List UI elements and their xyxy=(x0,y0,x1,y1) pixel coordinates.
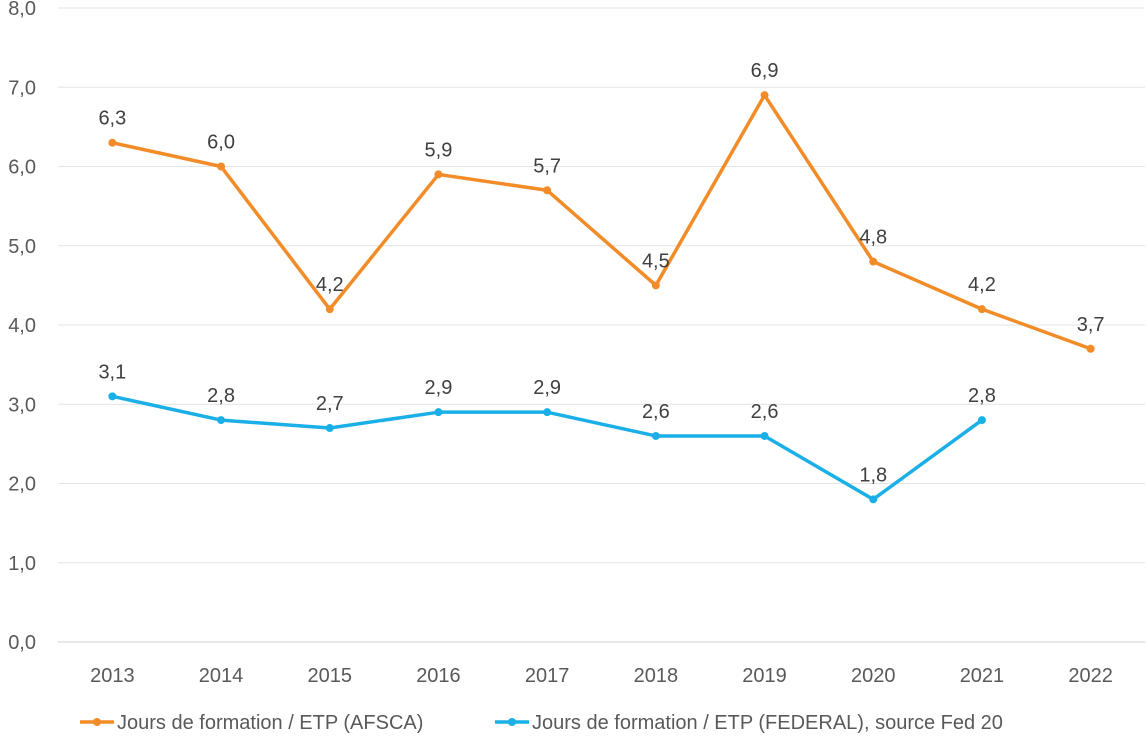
y-tick-label: 5,0 xyxy=(8,236,36,258)
y-tick-label: 3,0 xyxy=(8,394,36,416)
data-point xyxy=(217,162,226,171)
data-label: 5,9 xyxy=(425,139,453,161)
data-point xyxy=(543,186,552,195)
legend-entry-label: Jours de formation / ETP (AFSCA) xyxy=(117,712,423,734)
data-point xyxy=(325,424,334,433)
data-point xyxy=(543,408,552,417)
x-tick-label: 2018 xyxy=(634,665,679,687)
legend-entry-label: Jours de formation / ETP (FEDERAL), sour… xyxy=(532,712,1003,734)
data-label: 1,8 xyxy=(859,464,887,486)
data-point xyxy=(1086,344,1095,353)
data-point xyxy=(869,257,878,266)
x-tick-label: 2017 xyxy=(525,665,570,687)
data-label: 2,8 xyxy=(207,385,235,407)
data-point xyxy=(325,305,334,314)
y-tick-label: 2,0 xyxy=(8,474,36,496)
y-axis-ticks: 0,0 1,0 2,0 3,0 4,0 5,0 6,0 7,0 8,0 xyxy=(8,0,36,654)
data-label: 4,5 xyxy=(642,250,670,272)
data-point xyxy=(434,408,443,417)
data-point xyxy=(651,431,660,440)
gridlines xyxy=(58,7,1145,643)
data-label: 2,7 xyxy=(316,393,344,415)
data-point xyxy=(651,281,660,290)
series-lines xyxy=(108,91,1095,504)
y-tick-label: 6,0 xyxy=(8,157,36,179)
x-tick-label: 2019 xyxy=(742,665,787,687)
legend-swatch-marker xyxy=(93,718,101,726)
y-tick-label: 0,0 xyxy=(8,632,36,654)
series-line-1 xyxy=(110,93,1093,351)
x-tick-label: 2021 xyxy=(960,665,1005,687)
data-labels: 6,3 6,0 4,2 5,9 5,7 4,5 6,9 4,8 4,2 3,7 3,1 2,8 2,7 2… xyxy=(98,60,1104,486)
x-tick-label: 2020 xyxy=(851,665,896,687)
x-tick-label: 2013 xyxy=(90,665,135,687)
y-tick-label: 7,0 xyxy=(8,77,36,99)
legend-swatch-marker xyxy=(508,718,516,726)
x-tick-label: 2022 xyxy=(1068,665,1113,687)
data-point xyxy=(760,91,769,100)
data-point xyxy=(977,305,986,314)
y-tick-label: 8,0 xyxy=(8,0,36,20)
data-label: 4,2 xyxy=(316,274,344,296)
y-tick-label: 1,0 xyxy=(8,553,36,575)
data-label: 6,0 xyxy=(207,132,235,154)
data-point xyxy=(977,416,986,425)
x-tick-label: 2016 xyxy=(416,665,461,687)
data-label: 2,6 xyxy=(642,401,670,423)
data-label: 2,6 xyxy=(751,401,779,423)
data-label: 4,2 xyxy=(968,274,996,296)
x-tick-label: 2015 xyxy=(308,665,353,687)
data-label: 3,7 xyxy=(1077,314,1105,336)
data-point xyxy=(760,431,769,440)
data-point xyxy=(869,495,878,504)
data-label: 6,3 xyxy=(98,108,126,130)
data-label: 5,7 xyxy=(533,155,561,177)
data-point xyxy=(434,170,443,179)
data-point xyxy=(217,416,226,425)
legend: Jours de formation / ETP (AFSCA) Jours de… xyxy=(80,712,1003,734)
data-label: 4,8 xyxy=(859,227,887,249)
data-point xyxy=(108,138,117,147)
data-label: 2,9 xyxy=(533,377,561,399)
data-point xyxy=(108,392,117,401)
y-tick-label: 4,0 xyxy=(8,315,36,337)
data-label: 2,9 xyxy=(425,377,453,399)
data-label: 2,8 xyxy=(968,385,996,407)
data-label: 6,9 xyxy=(751,60,779,82)
data-label: 3,1 xyxy=(98,361,126,383)
x-tick-label: 2014 xyxy=(199,665,244,687)
x-axis-ticks: 2013 2014 2015 2016 2017 2018 2019 2020 2021 2022 xyxy=(90,665,1113,687)
